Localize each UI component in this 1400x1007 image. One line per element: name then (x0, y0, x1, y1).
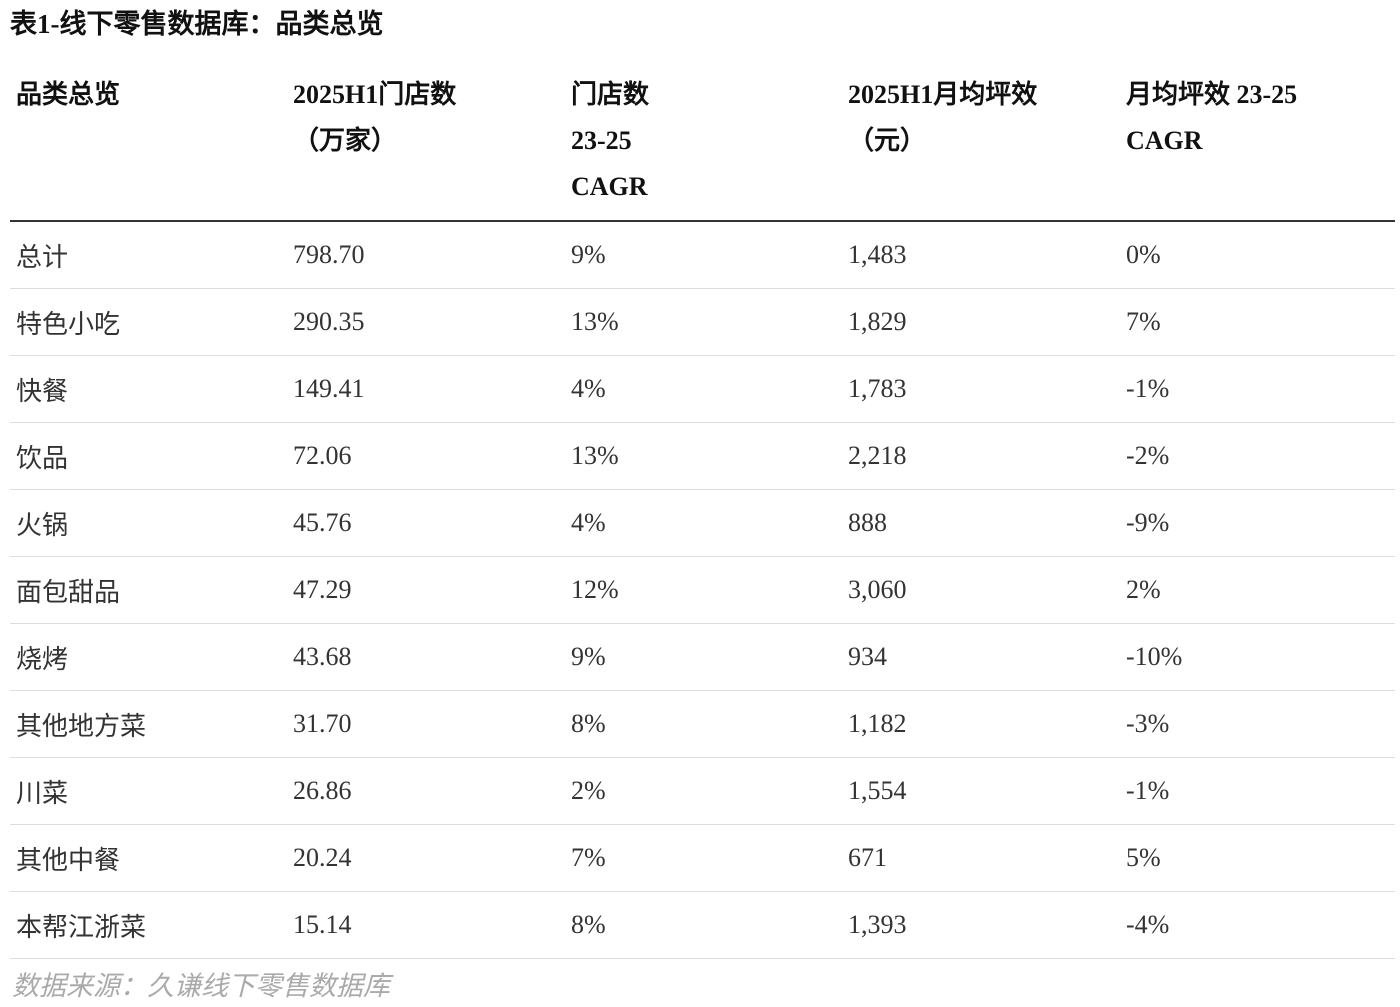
column-header: 2025H1门店数 （万家） (287, 72, 565, 222)
table-cell: 0% (1120, 221, 1395, 289)
column-header: 2025H1月均坪效 （元） (842, 72, 1120, 222)
table-cell: 4% (565, 489, 842, 557)
table-cell: 45.76 (287, 489, 565, 557)
table-cell: 12% (565, 556, 842, 624)
table-cell: 9% (565, 623, 842, 691)
table-cell: 888 (842, 489, 1120, 557)
table-cell: 饮品 (10, 422, 287, 490)
table-cell: 4% (565, 355, 842, 423)
table-title: 表1-线下零售数据库：品类总览 (10, 9, 384, 39)
column-header-line: 2025H1门店数 (293, 80, 457, 109)
table-cell: 43.68 (287, 623, 565, 691)
table-cell: 290.35 (287, 288, 565, 356)
column-header-line: CAGR (571, 172, 648, 201)
table-cell: 149.41 (287, 355, 565, 423)
table-cell: 面包甜品 (10, 556, 287, 624)
table-cell: 13% (565, 422, 842, 490)
table-cell: 9% (565, 221, 842, 289)
table-cell: 671 (842, 824, 1120, 892)
table-cell: -2% (1120, 422, 1395, 490)
table-row: 川菜 26.86 2% 1,554 -1% (10, 757, 1395, 825)
table-cell: 1,182 (842, 690, 1120, 758)
table-cell: 8% (565, 690, 842, 758)
table-cell: 20.24 (287, 824, 565, 892)
table-row: 特色小吃 290.35 13% 1,829 7% (10, 288, 1395, 356)
table-cell: 798.70 (287, 221, 565, 289)
table-cell: 7% (1120, 288, 1395, 356)
table-cell: 7% (565, 824, 842, 892)
table-cell: 其他地方菜 (10, 690, 287, 758)
table-row: 烧烤 43.68 9% 934 -10% (10, 623, 1395, 691)
table-cell: 川菜 (10, 757, 287, 825)
table-row: 本帮江浙菜 15.14 8% 1,393 -4% (10, 891, 1395, 959)
table-row: 火锅 45.76 4% 888 -9% (10, 489, 1395, 557)
column-header-line: （万家） (293, 126, 398, 155)
table-cell: -4% (1120, 891, 1395, 959)
header-row: 品类总览 2025H1门店数 （万家） 门店数 23-25 CAGR 2025H1月均坪效 （… (10, 72, 1395, 222)
table-row: 其他中餐 20.24 7% 671 5% (10, 824, 1395, 892)
table-cell: 本帮江浙菜 (10, 891, 287, 959)
source-note: 数据来源：久谦线下零售数据库 (12, 971, 390, 1001)
table-cell: 13% (565, 288, 842, 356)
table-cell: 特色小吃 (10, 288, 287, 356)
table-cell: 2% (1120, 556, 1395, 624)
column-header-line: 月均坪效 23-25 (1126, 80, 1298, 109)
table-cell: 1,829 (842, 288, 1120, 356)
column-header: 品类总览 (10, 72, 287, 222)
column-header-line: 门店数 (571, 80, 650, 109)
table-cell: 3,060 (842, 556, 1120, 624)
table-cell: 其他中餐 (10, 824, 287, 892)
column-header-line: （元） (848, 126, 927, 155)
table-cell: 烧烤 (10, 623, 287, 691)
table-row: 面包甜品 47.29 12% 3,060 2% (10, 556, 1395, 624)
table-cell: 5% (1120, 824, 1395, 892)
table-cell: 1,783 (842, 355, 1120, 423)
table-row: 饮品 72.06 13% 2,218 -2% (10, 422, 1395, 490)
table-cell: 15.14 (287, 891, 565, 959)
column-header: 月均坪效 23-25 CAGR (1120, 72, 1395, 222)
table-cell: -3% (1120, 690, 1395, 758)
table-row: 快餐 149.41 4% 1,783 -1% (10, 355, 1395, 423)
table-row: 总计 798.70 9% 1,483 0% (10, 221, 1395, 289)
table-cell: 72.06 (287, 422, 565, 490)
table-cell: 8% (565, 891, 842, 959)
table-cell: 火锅 (10, 489, 287, 557)
table-cell: 1,393 (842, 891, 1120, 959)
table-cell: 2,218 (842, 422, 1120, 490)
column-header: 门店数 23-25 CAGR (565, 72, 842, 222)
table-cell: 26.86 (287, 757, 565, 825)
table-cell: 934 (842, 623, 1120, 691)
table-cell: 总计 (10, 221, 287, 289)
table-cell: 1,483 (842, 221, 1120, 289)
table-cell: 47.29 (287, 556, 565, 624)
table-cell: -10% (1120, 623, 1395, 691)
table-cell: 快餐 (10, 355, 287, 423)
column-header-line: 23-25 (571, 126, 632, 155)
table-cell: -9% (1120, 489, 1395, 557)
table-row: 其他地方菜 31.70 8% 1,182 -3% (10, 690, 1395, 758)
table-cell: -1% (1120, 355, 1395, 423)
column-header-line: 2025H1月均坪效 (848, 80, 1038, 109)
table-cell: 1,554 (842, 757, 1120, 825)
column-header-line: CAGR (1126, 126, 1203, 155)
table-cell: 2% (565, 757, 842, 825)
column-header-line: 品类总览 (16, 80, 121, 109)
table-cell: -1% (1120, 757, 1395, 825)
category-overview-table: 品类总览 2025H1门店数 （万家） 门店数 23-25 CAGR 2025H1月均坪效 （… (10, 72, 1395, 959)
table-cell: 31.70 (287, 690, 565, 758)
